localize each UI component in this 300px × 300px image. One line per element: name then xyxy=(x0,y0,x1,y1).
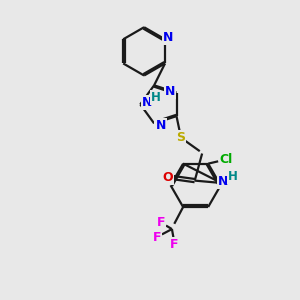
Text: N: N xyxy=(164,31,174,44)
Text: H: H xyxy=(227,170,237,183)
Text: Cl: Cl xyxy=(220,153,233,166)
Text: H: H xyxy=(151,92,160,104)
Text: N: N xyxy=(142,96,152,110)
Text: S: S xyxy=(176,131,185,144)
Text: N: N xyxy=(155,119,166,132)
Text: F: F xyxy=(170,238,178,251)
Text: F: F xyxy=(157,216,165,229)
Text: F: F xyxy=(152,231,161,244)
Text: N: N xyxy=(218,175,228,188)
Text: O: O xyxy=(162,171,173,184)
Text: N: N xyxy=(165,85,175,98)
